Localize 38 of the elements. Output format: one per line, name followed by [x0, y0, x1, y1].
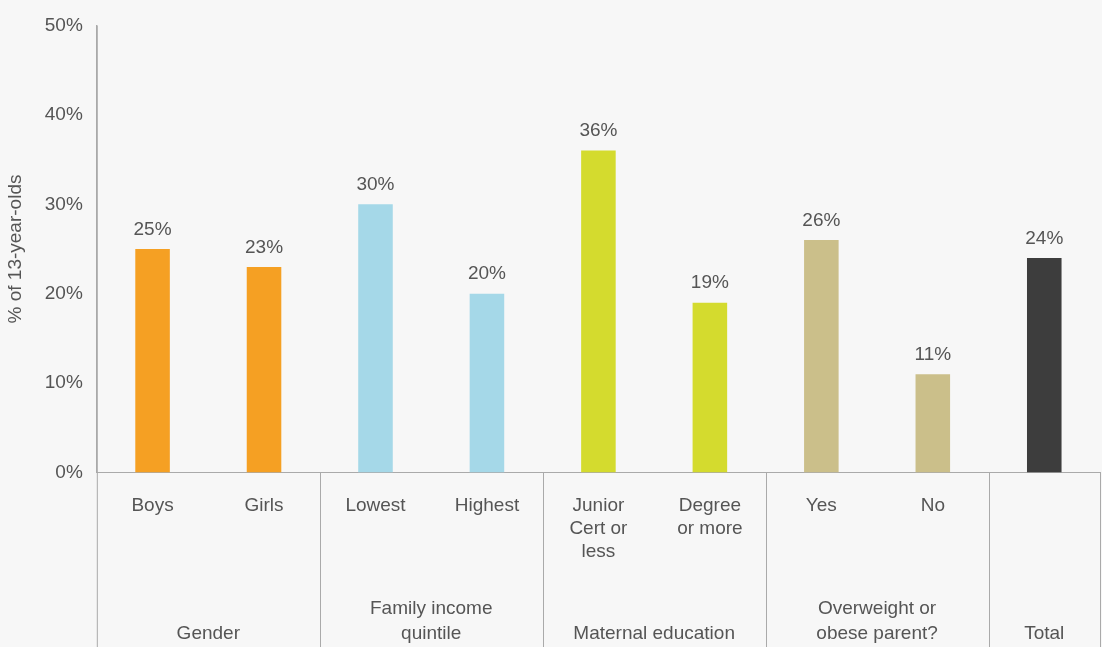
- data-label: 20%: [467, 262, 507, 284]
- text: Overweight or obese parent?: [816, 596, 938, 643]
- y-axis-title: % of 13-year-olds: [3, 174, 25, 324]
- x-tick-label: Yes: [805, 494, 837, 516]
- text: Family income quintile: [369, 596, 493, 643]
- bar: [1026, 257, 1062, 473]
- bar: [804, 240, 839, 473]
- data-label: 19%: [690, 271, 729, 293]
- x-tick-label: Girls: [244, 494, 284, 516]
- x-tick-label: Lowest: [345, 494, 407, 516]
- x-tick-label: No: [920, 494, 945, 516]
- bar: [135, 249, 170, 473]
- bar: [246, 266, 282, 473]
- bar: [915, 374, 951, 473]
- data-label: 30%: [356, 173, 395, 195]
- data-label: 25%: [133, 217, 172, 239]
- y-tick-label: 40%: [44, 103, 83, 125]
- y-tick-label: 30%: [44, 192, 83, 214]
- text: Total: [1024, 621, 1065, 643]
- text: Maternal education: [573, 621, 735, 643]
- y-tick-label: 0%: [55, 460, 83, 482]
- data-label: 24%: [1025, 226, 1064, 248]
- data-label: 36%: [579, 119, 618, 141]
- y-tick-label: 50%: [44, 13, 83, 35]
- y-tick-label: 10%: [44, 371, 83, 393]
- text: Gender: [176, 621, 241, 643]
- x-tick-label: Junior Cert or less: [569, 494, 629, 561]
- bar: [469, 293, 505, 473]
- x-tick-label: Degree or more: [677, 494, 743, 539]
- x-tick-label: Boys: [131, 494, 174, 516]
- bar: [692, 302, 728, 473]
- data-label: 26%: [802, 208, 841, 230]
- data-label: 11%: [914, 342, 952, 364]
- bar: [581, 150, 616, 473]
- x-tick-label: Highest: [454, 494, 520, 516]
- y-tick-label: 20%: [44, 281, 83, 303]
- data-label: 23%: [245, 235, 284, 257]
- bar: [358, 204, 393, 473]
